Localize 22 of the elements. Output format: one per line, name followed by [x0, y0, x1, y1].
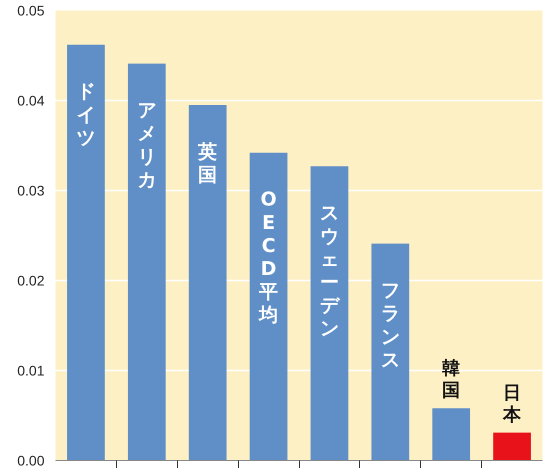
x-tick-label: 英国 — [197, 141, 218, 186]
x-tick-label: アメリカ — [137, 100, 156, 191]
bar — [67, 44, 105, 460]
bar — [493, 432, 531, 460]
x-tick-label: スウェーデン — [320, 202, 341, 340]
bar — [250, 152, 288, 460]
y-tick-label: 0.02 — [17, 272, 45, 288]
x-tick-label: フランス — [380, 280, 400, 371]
x-tick-label: 日本 — [502, 382, 522, 426]
x-tick-label: 韓国 — [442, 358, 460, 402]
bar — [188, 105, 227, 460]
y-tick-label: 0.05 — [17, 2, 45, 18]
bar — [310, 166, 348, 460]
bar — [371, 244, 410, 460]
x-tick-label: ドイツ — [76, 80, 96, 149]
y-tick-label: 0.04 — [17, 92, 45, 108]
bar — [432, 408, 470, 460]
x-tick-label: OECD平均 — [258, 188, 278, 326]
y-tick-label: 0.00 — [17, 452, 45, 468]
y-tick-label: 0.03 — [17, 182, 45, 198]
y-tick-label: 0.01 — [17, 362, 45, 378]
bar — [128, 64, 166, 460]
